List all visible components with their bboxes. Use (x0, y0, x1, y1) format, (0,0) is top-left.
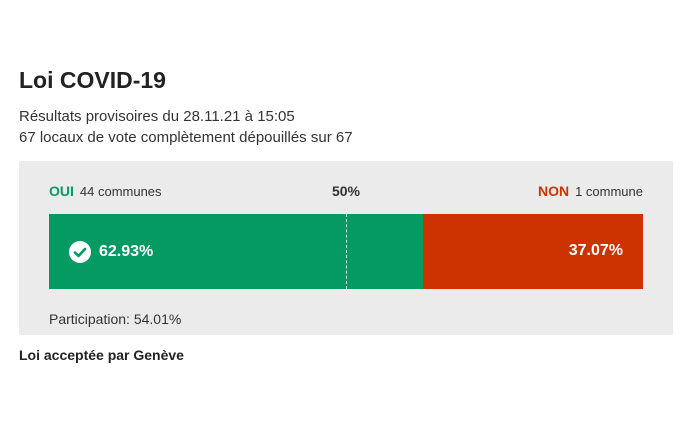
outcome-text: Loi acceptée par Genève (19, 347, 184, 363)
yes-percent-value: 62.93% (99, 243, 154, 260)
no-percent-value: 37.07% (568, 242, 623, 259)
participation-rate: Participation: 54.01% (49, 311, 182, 327)
majority-threshold-label: 50% (331, 183, 361, 199)
no-label: NON (537, 183, 570, 199)
no-communes-count: 1 commune (575, 184, 643, 199)
majority-threshold-line (346, 214, 347, 289)
check-circle-icon (69, 241, 91, 263)
yes-communes-count: 44 communes (79, 184, 162, 199)
results-panel: OUI 44 communes 50% NON 1 commune 62.93% 3… (19, 161, 673, 335)
yes-percent: 62.93% (69, 241, 153, 263)
page-title: Loi COVID-19 (19, 67, 166, 93)
yes-label: OUI (49, 183, 74, 199)
results-timestamp: Résultats provisoires du 28.11.21 à 15:0… (19, 108, 295, 125)
no-header: NON 1 commune (538, 183, 643, 200)
no-bar-segment: 37.07% (422, 214, 643, 289)
yes-header: OUI 44 communes (49, 183, 162, 200)
counting-status: 67 locaux de vote complètement dépouillé… (19, 129, 353, 146)
results-bar: 62.93% 37.07% (49, 214, 643, 289)
yes-bar-segment: 62.93% (49, 214, 423, 289)
